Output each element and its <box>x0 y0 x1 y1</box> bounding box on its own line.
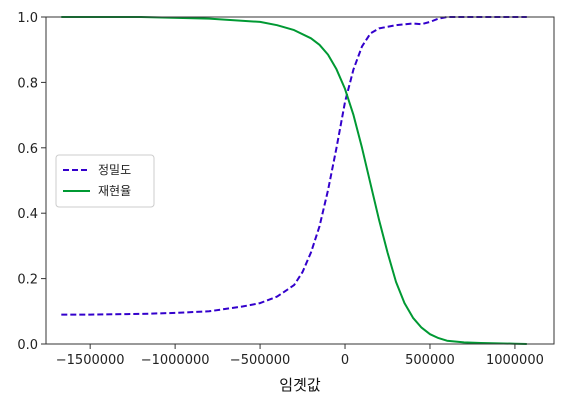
x-axis-title: 임곗값 <box>279 376 321 394</box>
x-tick-label: −500000 <box>230 353 291 368</box>
x-tick-label: −1500000 <box>56 353 125 368</box>
x-tick-label: −1000000 <box>141 353 210 368</box>
legend-label: 재현율 <box>98 184 131 198</box>
x-tick-label: 0 <box>341 353 349 368</box>
x-tick-label: 500000 <box>405 353 455 368</box>
y-tick-label: 0.4 <box>17 207 38 222</box>
series-line-precision <box>61 16 527 316</box>
x-tick-label: 1000000 <box>486 353 544 368</box>
plot-area-frame <box>45 16 555 345</box>
legend-box <box>55 154 155 208</box>
y-tick-label: 1.0 <box>17 11 38 26</box>
legend-label: 정밀도 <box>98 163 131 177</box>
y-tick-label: 0.8 <box>17 76 38 91</box>
y-tick-label: 0.6 <box>17 142 38 157</box>
y-tick-label: 0.2 <box>17 273 38 288</box>
series-line-recall <box>61 16 527 345</box>
y-tick-label: 0.0 <box>17 338 38 353</box>
